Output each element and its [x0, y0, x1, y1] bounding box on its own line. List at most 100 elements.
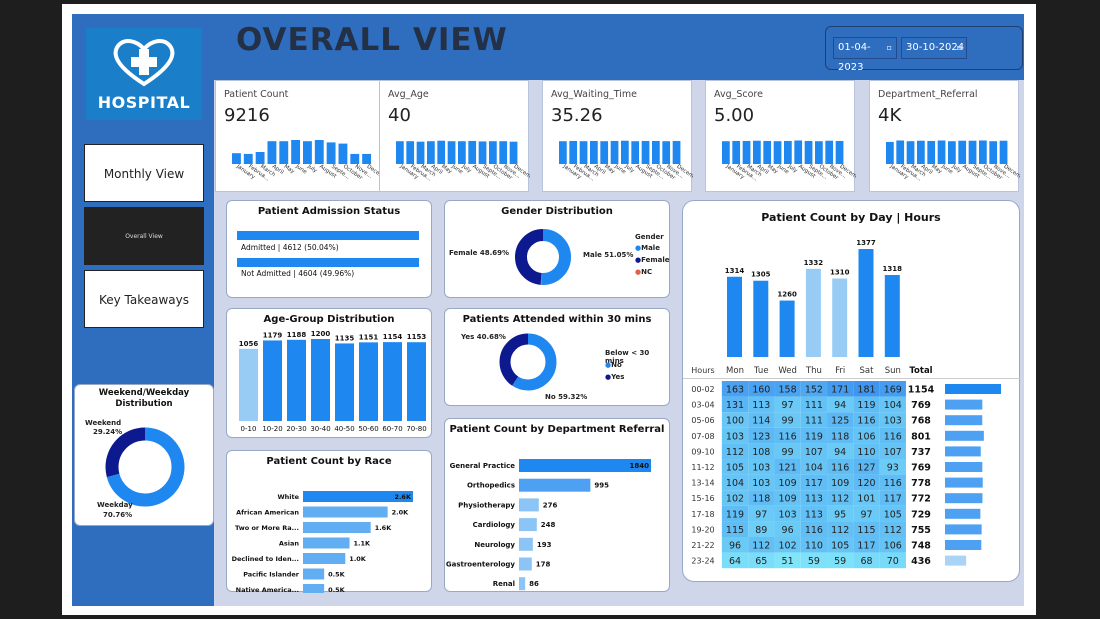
heatmap-value: 65 — [755, 556, 767, 567]
heatmap-value: 104 — [884, 400, 902, 411]
race-value-label: 2.0K — [392, 509, 410, 517]
day-title: Patient Count by Day | Hours — [761, 211, 941, 224]
heatmap-cell — [879, 412, 906, 428]
heatmap-cell — [879, 443, 906, 459]
heart-cross-icon — [113, 39, 175, 87]
kpi-month-bar — [979, 140, 987, 164]
hour-label: 17-18 — [691, 510, 714, 519]
kpi-month-bar — [437, 140, 446, 164]
heatmap-cell — [853, 459, 880, 475]
heatmap-value: 112 — [831, 494, 849, 505]
heatmap-value: 117 — [805, 478, 823, 489]
date-to-field[interactable]: 30-10-2024 ▫ — [901, 37, 967, 59]
heatmap-cell — [721, 505, 749, 522]
age-bar — [287, 339, 306, 421]
heatmap-cell — [774, 521, 801, 537]
heatmap-value: 104 — [805, 463, 823, 474]
heatmap-value: 119 — [726, 509, 744, 520]
kpi-month-bar — [989, 141, 998, 164]
kpi-month-bar — [917, 140, 925, 164]
weekend-label: Weekend — [85, 419, 122, 427]
race-bar — [303, 491, 413, 502]
kpi-month-bar — [569, 140, 578, 164]
row-total: 769 — [911, 463, 931, 474]
calendar-icon[interactable]: ▫ — [886, 43, 892, 52]
heatmap-cell — [748, 427, 775, 444]
kpi-card-department-referral: Department_Referral 4K January Februa... Mar… — [869, 80, 1020, 192]
race-category-label: Pacific Islander — [243, 571, 300, 579]
key-takeaways-button[interactable]: Key Takeaways — [84, 270, 204, 328]
kpi-month-chart: JanuaryFebrua...MarchAprilMayJuneJulyAug… — [886, 140, 1020, 183]
kpi-month-bar — [610, 140, 619, 164]
dept-category-label: Neurology — [474, 541, 515, 549]
heatmap-cell — [800, 459, 828, 475]
kpi-month-label: May — [440, 164, 453, 176]
calendar-icon[interactable]: ▫ — [956, 43, 962, 52]
row-total-bar — [945, 446, 981, 457]
heatmap-value: 105 — [831, 541, 849, 552]
heatmap-value: 120 — [857, 478, 875, 489]
kpi-month-bar — [732, 140, 741, 164]
hour-label: 07-08 — [691, 432, 714, 441]
kpi-month-bar — [742, 140, 751, 164]
kpi-month-bar — [291, 140, 301, 164]
heatmap-value: 107 — [805, 447, 823, 458]
admission-status-card: Patient Admission Status Admitted | 4612… — [226, 200, 432, 298]
date-range-slicer: 01-04-2023 ▫ 30-10-2024 ▫ — [825, 26, 1023, 73]
heatmap-value: 51 — [782, 556, 794, 567]
age-value-label: 1179 — [263, 331, 283, 339]
age-bar — [263, 340, 282, 421]
hour-label: 19-20 — [691, 525, 714, 534]
heatmap-value: 109 — [779, 478, 797, 489]
heatmap-value: 112 — [752, 541, 770, 552]
heatmap-cell — [827, 427, 854, 444]
heatmap-value: 119 — [805, 431, 823, 442]
dashboard: HOSPITAL OVERALL VIEW 01-04-2023 ▫ 30-10-… — [72, 14, 1024, 606]
heatmap-value: 68 — [860, 556, 872, 567]
kpi-month-bar — [243, 153, 253, 164]
race-bar — [303, 568, 325, 580]
heatmap-value: 117 — [857, 541, 875, 552]
date-from-field[interactable]: 01-04-2023 ▫ — [833, 37, 897, 73]
heatmap-cell — [827, 381, 854, 397]
heatmap-cell — [748, 505, 775, 522]
heatmap-cell — [774, 537, 801, 553]
kpi-label: Avg_Score — [714, 89, 763, 100]
heatmap-cell — [853, 427, 880, 444]
age-bar — [335, 343, 354, 421]
heatmap-value: 163 — [726, 385, 744, 396]
heatmap-cell — [748, 474, 775, 491]
kpi-label: Patient Count — [224, 89, 289, 100]
heatmap-value: 109 — [779, 494, 797, 505]
heatmap-value: 115 — [726, 525, 744, 536]
heatmap-value: 97 — [782, 400, 794, 411]
heatmap-value: 113 — [805, 494, 823, 505]
gender-distribution-card: Gender Distribution Female 48.69% Male 5… — [444, 200, 670, 298]
heatmap-cell — [853, 490, 880, 506]
heatmap-value: 59 — [808, 556, 820, 567]
age-bar — [407, 342, 426, 421]
day-bar — [779, 300, 795, 357]
heatmap-cell — [748, 521, 775, 537]
row-total: 1154 — [908, 385, 935, 396]
kpi-month-bar — [804, 140, 813, 164]
monthly-view-button[interactable]: Monthly View — [84, 144, 204, 202]
age-value-label: 1154 — [383, 333, 403, 341]
heatmap-value: 118 — [831, 431, 849, 442]
dept-bar — [519, 557, 532, 571]
heatmap-cell — [774, 490, 801, 506]
row-total: 768 — [911, 416, 931, 427]
day-bar — [805, 268, 821, 357]
age-value-label: 1056 — [239, 340, 259, 348]
heatmap-value: 95 — [834, 509, 846, 520]
kpi-month-bar — [338, 143, 348, 164]
heatmap-cell — [827, 490, 854, 506]
kpi-month-bar — [753, 140, 761, 164]
kpi-month-label: May — [766, 164, 779, 176]
hour-label: 09-10 — [691, 447, 714, 456]
heatmap-cell — [774, 412, 801, 428]
overall-view-button[interactable]: Overall View — [84, 207, 204, 265]
heatmap-cell — [721, 412, 749, 428]
age-tick-label: 50-60 — [358, 425, 378, 433]
